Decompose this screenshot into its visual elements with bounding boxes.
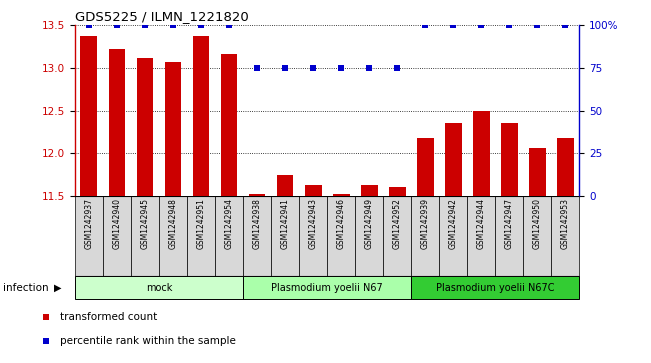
Point <box>476 23 486 28</box>
Text: GSM1242949: GSM1242949 <box>365 199 374 249</box>
Text: GSM1242952: GSM1242952 <box>393 199 402 249</box>
Text: GSM1242947: GSM1242947 <box>505 199 514 249</box>
Point <box>280 65 290 71</box>
Text: transformed count: transformed count <box>60 312 158 322</box>
Bar <box>165 62 182 196</box>
Text: GSM1242954: GSM1242954 <box>225 199 234 249</box>
Text: infection: infection <box>3 283 49 293</box>
Text: Plasmodium yoelii N67: Plasmodium yoelii N67 <box>271 283 383 293</box>
Bar <box>495 196 523 276</box>
Point <box>252 65 262 71</box>
Bar <box>271 196 299 276</box>
Bar <box>221 54 238 196</box>
Point <box>392 65 402 71</box>
Point <box>336 65 346 71</box>
Text: GSM1242946: GSM1242946 <box>337 199 346 249</box>
Bar <box>243 196 271 276</box>
Point <box>168 23 178 28</box>
Text: ▶: ▶ <box>54 283 62 293</box>
Text: GSM1242945: GSM1242945 <box>141 199 150 249</box>
Bar <box>473 111 490 196</box>
Bar <box>109 49 125 196</box>
Text: GSM1242943: GSM1242943 <box>309 199 318 249</box>
Bar <box>411 196 439 276</box>
Bar <box>137 58 154 196</box>
Bar <box>75 196 103 276</box>
Bar <box>249 194 266 196</box>
Bar <box>305 185 322 196</box>
Bar <box>467 196 495 276</box>
Bar <box>551 196 579 276</box>
Text: mock: mock <box>146 283 172 293</box>
Point <box>364 65 374 71</box>
Bar <box>75 276 243 299</box>
Bar <box>417 138 434 196</box>
Text: GSM1242951: GSM1242951 <box>197 199 206 249</box>
Bar <box>389 188 406 196</box>
Text: GSM1242940: GSM1242940 <box>113 199 121 249</box>
Bar <box>529 148 546 196</box>
Point <box>229 269 240 275</box>
Bar <box>103 196 131 276</box>
Bar <box>355 196 383 276</box>
Text: percentile rank within the sample: percentile rank within the sample <box>60 336 236 346</box>
Text: Plasmodium yoelii N67C: Plasmodium yoelii N67C <box>436 283 555 293</box>
Point <box>560 23 570 28</box>
Bar <box>445 123 462 196</box>
Bar <box>81 36 97 196</box>
Bar <box>187 196 215 276</box>
Bar <box>215 196 243 276</box>
Bar <box>383 196 411 276</box>
Text: GSM1242948: GSM1242948 <box>169 199 178 249</box>
Point <box>112 23 122 28</box>
Point <box>140 23 150 28</box>
Text: GSM1242937: GSM1242937 <box>85 199 93 249</box>
Point <box>420 23 430 28</box>
Text: GSM1242939: GSM1242939 <box>421 199 430 249</box>
Point <box>224 23 234 28</box>
Bar <box>327 196 355 276</box>
Point <box>196 23 206 28</box>
Text: GSM1242950: GSM1242950 <box>533 199 542 249</box>
Text: GSM1242953: GSM1242953 <box>561 199 570 249</box>
Bar <box>333 194 350 196</box>
Text: GSM1242938: GSM1242938 <box>253 199 262 249</box>
Bar <box>243 276 411 299</box>
Bar <box>299 196 327 276</box>
Bar <box>557 138 574 196</box>
Bar <box>523 196 551 276</box>
Bar <box>277 175 294 196</box>
Point <box>84 23 94 28</box>
Bar <box>193 36 210 196</box>
Text: GDS5225 / ILMN_1221820: GDS5225 / ILMN_1221820 <box>75 10 249 23</box>
Point <box>229 52 240 57</box>
Bar <box>131 196 159 276</box>
Point <box>504 23 514 28</box>
Text: GSM1242941: GSM1242941 <box>281 199 290 249</box>
Text: GSM1242944: GSM1242944 <box>477 199 486 249</box>
Text: GSM1242942: GSM1242942 <box>449 199 458 249</box>
Bar <box>159 196 187 276</box>
Point <box>448 23 458 28</box>
Bar <box>501 123 518 196</box>
Bar <box>411 276 579 299</box>
Bar <box>361 185 378 196</box>
Point <box>532 23 542 28</box>
Bar <box>439 196 467 276</box>
Point <box>308 65 318 71</box>
